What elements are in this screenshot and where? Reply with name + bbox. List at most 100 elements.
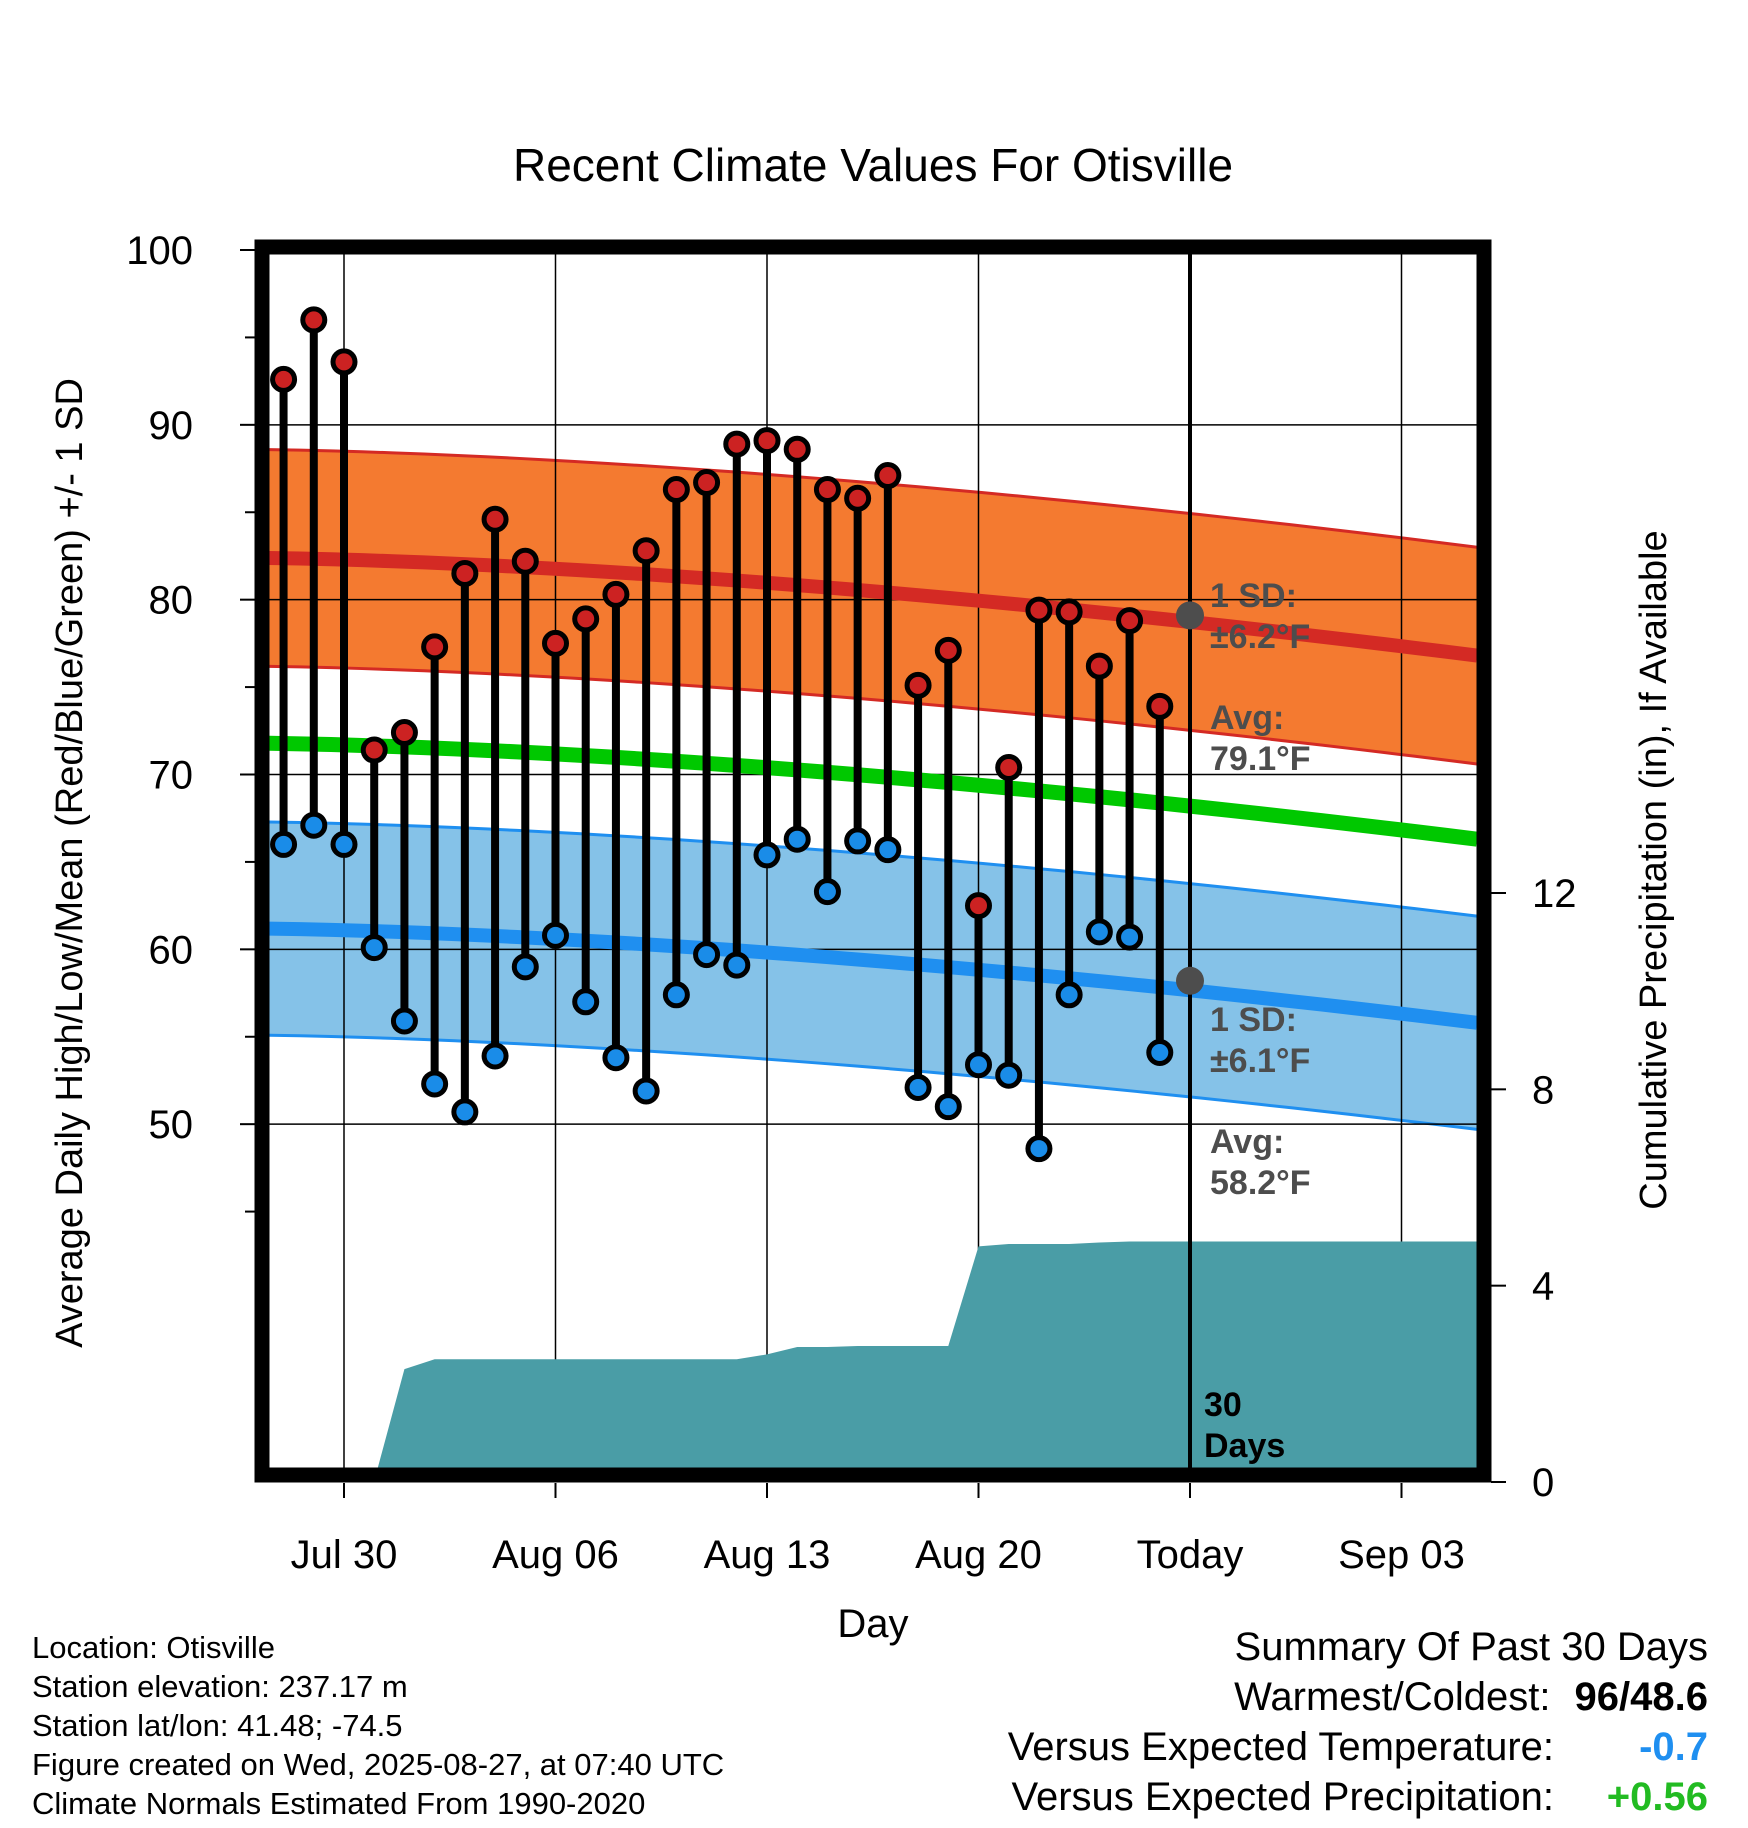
high-point	[1116, 607, 1144, 635]
normals-text: Climate Normals Estimated From 1990-2020	[32, 1786, 646, 1821]
low-point	[602, 1044, 630, 1072]
low-point	[874, 836, 902, 864]
y2-tick-label: 12	[1532, 872, 1577, 916]
high-point	[451, 559, 479, 587]
temp-value: -0.7	[1639, 1725, 1708, 1769]
high-point	[693, 469, 721, 497]
low-point	[542, 921, 569, 949]
today-high-avg-marker	[1176, 601, 1204, 630]
low-avg-annotation: Avg: 58.2°F	[1210, 1123, 1311, 1202]
low-point	[1025, 1135, 1053, 1163]
low-point	[572, 988, 600, 1016]
today-low-avg-marker	[1176, 966, 1204, 995]
low-point	[904, 1073, 932, 1101]
high-point	[753, 427, 781, 455]
high-point	[511, 547, 539, 575]
low-point	[693, 941, 721, 969]
low-point	[813, 878, 841, 906]
high-point	[632, 537, 660, 565]
high-point	[965, 892, 992, 920]
high-point	[934, 636, 962, 664]
today-30-days-label: 30 Days	[1204, 1386, 1285, 1465]
warmest-coldest-value: 96/48.6	[1574, 1675, 1708, 1719]
x-axis-label: Day	[837, 1602, 908, 1646]
x-tick-label: Sep 03	[1338, 1533, 1465, 1577]
low-sd-annotation: 1 SD: ±6.1°F	[1210, 1001, 1310, 1080]
normal-low-line	[262, 921, 1478, 1030]
high-point	[300, 306, 328, 334]
y-tick-label: 100	[126, 229, 193, 273]
x-tick-label: Aug 20	[915, 1533, 1042, 1577]
warmest-label: Warmest/Coldest:	[1234, 1675, 1551, 1719]
precip-value: +0.56	[1606, 1775, 1708, 1819]
daily-markers	[270, 306, 1174, 1163]
low-point	[995, 1061, 1023, 1089]
y2-tick-label: 4	[1532, 1265, 1554, 1309]
low-point	[632, 1077, 660, 1105]
y-tick-label: 80	[149, 579, 194, 623]
y-tick-label: 60	[149, 928, 194, 972]
high-point	[813, 476, 841, 504]
low-point	[662, 981, 690, 1009]
high-point	[1055, 598, 1083, 626]
low-point	[390, 1007, 418, 1035]
precipitation-area	[313, 1241, 1478, 1475]
station-info: Location: Otisville Station elevation: 2…	[32, 1628, 724, 1823]
high-point	[330, 348, 358, 376]
high-point	[874, 462, 902, 490]
low-point	[421, 1070, 449, 1098]
chart-title: Recent Climate Values For Otisville	[513, 139, 1233, 191]
high-point	[1025, 596, 1053, 624]
y-tick-label: 50	[149, 1103, 194, 1147]
axis-ticks	[240, 249, 1506, 1498]
latlon-text: Station lat/lon: 41.48; -74.5	[32, 1708, 403, 1743]
high-point	[360, 736, 388, 764]
high-point	[662, 476, 690, 504]
high-point	[481, 505, 509, 533]
x-tick-label: Jul 30	[291, 1533, 398, 1577]
y-tick-label: 70	[149, 754, 194, 798]
high-point	[602, 580, 630, 608]
low-point	[300, 811, 328, 839]
low-point	[1055, 981, 1083, 1009]
y2-tick-label: 0	[1532, 1461, 1554, 1505]
low-point	[481, 1042, 509, 1070]
high-point	[421, 633, 449, 661]
low-point	[1116, 923, 1144, 951]
high-sd-annotation: 1 SD: ±6.2°F	[1210, 577, 1310, 656]
x-tick-label: Aug 06	[492, 1533, 619, 1577]
high-point	[995, 754, 1023, 782]
low-point	[844, 827, 872, 855]
high-point	[270, 365, 298, 393]
x-tick-label: Aug 13	[704, 1533, 831, 1577]
temp-label: Versus Expected Temperature:	[1007, 1725, 1554, 1769]
low-point	[511, 953, 539, 981]
high-sd-band	[262, 449, 1478, 765]
low-point	[1146, 1038, 1174, 1066]
low-point	[1085, 918, 1113, 946]
x-tick-label: Today	[1137, 1533, 1244, 1577]
y-tick-label: 90	[149, 404, 194, 448]
summary-title: Summary Of Past 30 Days	[1234, 1625, 1708, 1669]
plot-frame	[254, 239, 1492, 1483]
y2-tick-label: 8	[1532, 1068, 1554, 1112]
low-point	[270, 830, 298, 858]
summary-warmest-row: Warmest/Coldest: 96/48.6	[808, 1672, 1708, 1722]
high-point	[1146, 692, 1174, 720]
high-point	[572, 605, 600, 633]
low-sd-lower-line	[262, 1033, 1478, 1131]
coldest-value: 48.6	[1630, 1675, 1708, 1719]
low-point	[783, 825, 811, 853]
high-point	[723, 430, 751, 458]
chart-text: 100 90 80 70 60 50 12 8 4 0 Jul 30 Aug 06 Aug 13 Aug …	[49, 139, 1675, 1646]
summary-panel: Summary Of Past 30 Days Warmest/Coldest:…	[808, 1622, 1708, 1822]
low-point	[753, 841, 781, 869]
high-point	[542, 629, 569, 657]
high-point	[783, 435, 811, 463]
elevation-text: Station elevation: 237.17 m	[32, 1669, 408, 1704]
low-point	[723, 951, 751, 979]
high-sd-upper-line	[262, 448, 1478, 549]
created-text: Figure created on Wed, 2025-08-27, at 07…	[32, 1747, 725, 1782]
low-point	[330, 830, 358, 858]
y2-axis-label: Cumulative Precipitation (in), If Availa…	[1633, 530, 1675, 1209]
